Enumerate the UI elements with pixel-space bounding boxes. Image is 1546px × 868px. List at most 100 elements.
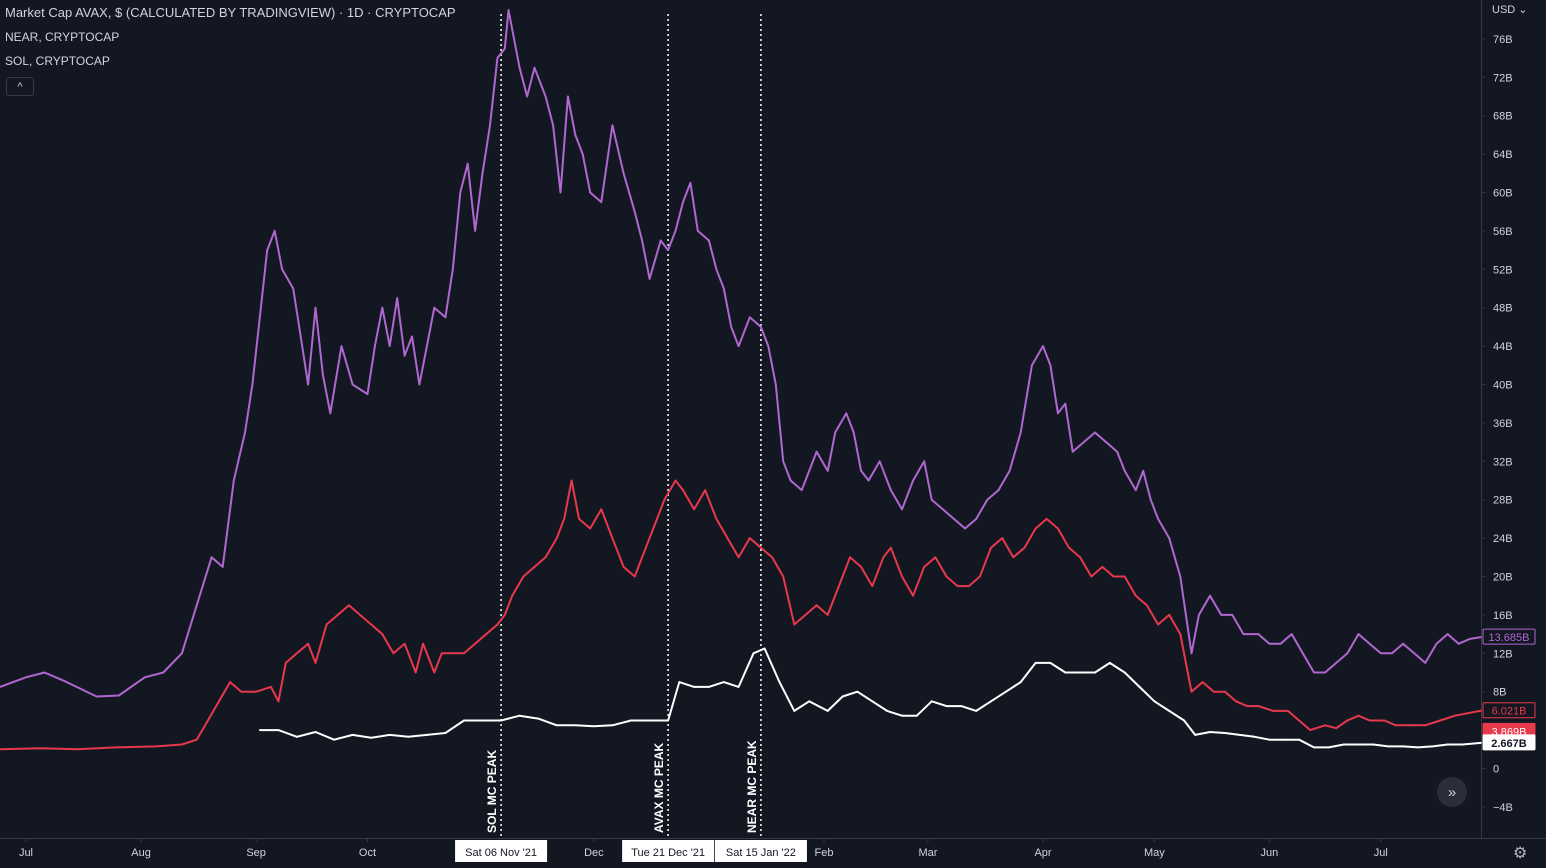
data-point-near: [463, 719, 465, 722]
legend-near[interactable]: NEAR, CRYPTOCAP: [5, 30, 120, 44]
data-point-sol: [481, 172, 484, 175]
data-point-sol: [1301, 652, 1304, 655]
data-point-avax: [229, 681, 232, 683]
data-point-sol: [314, 306, 317, 309]
sol-price-label-box: [1482, 628, 1536, 645]
y-tick-label: 0: [1493, 764, 1499, 776]
data-point-sol: [459, 191, 462, 194]
data-point-avax: [1368, 719, 1371, 722]
chevron-down-icon: ⌄: [1515, 4, 1528, 16]
data-point-sol: [760, 326, 762, 328]
data-point-sol: [674, 230, 677, 232]
data-point-avax: [1134, 594, 1137, 597]
data-point-avax: [934, 556, 937, 559]
data-point-near: [574, 724, 577, 727]
data-point-sol: [867, 479, 870, 482]
data-point-near: [1049, 662, 1052, 664]
x-tick-label: Jul: [19, 847, 33, 859]
data-point-avax: [815, 604, 818, 607]
data-point-sol: [1290, 633, 1293, 635]
y-tick-label: 24B: [1493, 533, 1513, 545]
data-point-avax: [1201, 681, 1204, 683]
data-point-sol: [567, 95, 569, 98]
marker-date-label-0: Sat 06 Nov '21: [465, 847, 537, 859]
data-point-near: [555, 724, 558, 727]
series-line-sol[interactable]: [0, 9, 1482, 698]
data-point-sol: [299, 335, 302, 338]
series-line-avax[interactable]: [0, 479, 1482, 751]
data-point-avax: [923, 566, 926, 568]
data-point-avax: [837, 585, 840, 587]
data-point-avax: [622, 566, 625, 568]
data-point-near: [1238, 734, 1241, 736]
data-point-sol: [1149, 498, 1152, 501]
data-point-avax: [1424, 724, 1427, 727]
data-point-avax: [1383, 719, 1386, 722]
data-point-sol: [43, 671, 46, 674]
scroll-to-realtime-button[interactable]: »: [1437, 777, 1467, 807]
data-point-sol: [923, 460, 926, 463]
x-tick-label: Sep: [246, 847, 266, 859]
data-point-avax: [1257, 705, 1260, 707]
data-point-avax: [1034, 527, 1037, 530]
data-point-near: [1387, 745, 1390, 748]
data-point-avax: [1298, 719, 1301, 722]
data-point-near: [537, 717, 540, 720]
data-point-sol: [425, 345, 428, 347]
data-point-sol: [1019, 431, 1022, 434]
x-tick-label: Dec: [584, 847, 604, 859]
data-point-avax: [1324, 724, 1327, 727]
data-point-sol: [266, 249, 269, 252]
y-tick-label: 68B: [1493, 111, 1513, 123]
data-point-avax: [325, 623, 328, 626]
data-point-avax: [277, 700, 280, 703]
data-point-avax: [1090, 575, 1093, 578]
data-point-sol: [1049, 364, 1052, 367]
data-point-avax: [218, 700, 220, 703]
data-point-avax: [1056, 527, 1059, 530]
marker-date-label-2: Sat 15 Jan '22: [726, 847, 796, 859]
data-point-sol: [581, 153, 584, 156]
data-point-avax: [1439, 719, 1442, 722]
data-point-near: [1194, 734, 1197, 736]
data-point-sol: [1402, 642, 1404, 645]
data-point-near: [258, 729, 261, 731]
data-point-sol: [403, 354, 406, 357]
series-line-near[interactable]: [259, 647, 1482, 749]
data-point-sol: [544, 95, 547, 98]
data-point-avax: [804, 614, 807, 616]
data-point-sol: [826, 470, 829, 472]
legend-main-symbol[interactable]: Market Cap AVAX, $ (CALCULATED BY TRADIN…: [5, 5, 456, 20]
data-point-sol: [1209, 594, 1211, 597]
data-point-sol: [667, 249, 670, 252]
data-point-sol: [351, 383, 354, 386]
data-point-near: [1079, 671, 1082, 674]
legend-collapse-button[interactable]: ^: [6, 77, 34, 96]
data-point-avax: [979, 575, 981, 578]
y-tick-label: 52B: [1493, 264, 1513, 276]
legend-sol[interactable]: SOL, CRYPTOCAP: [5, 54, 110, 68]
data-point-avax: [284, 662, 287, 664]
data-point-near: [1253, 735, 1256, 738]
data-point-sol: [860, 470, 863, 472]
data-point-avax: [451, 652, 454, 655]
data-point-sol: [1268, 642, 1271, 645]
data-point-sol: [117, 694, 120, 697]
data-point-sol: [366, 393, 369, 395]
double-chevron-right-icon: »: [1447, 783, 1457, 801]
currency-selector[interactable]: USD ⌄: [1492, 4, 1528, 16]
data-point-sol: [953, 518, 955, 520]
data-point-avax: [1045, 518, 1048, 520]
data-point-avax: [1179, 633, 1182, 635]
data-point-sol: [715, 268, 718, 271]
y-tick-label: 44B: [1493, 341, 1513, 353]
data-point-sol: [251, 383, 254, 386]
data-point-avax: [1001, 537, 1004, 539]
data-point-avax: [1309, 729, 1312, 731]
data-point-avax: [1146, 604, 1148, 607]
data-point-avax: [1123, 575, 1126, 578]
data-point-near: [333, 738, 335, 741]
y-tick-label: 32B: [1493, 456, 1513, 468]
gear-icon[interactable]: ⚙: [1513, 845, 1528, 862]
